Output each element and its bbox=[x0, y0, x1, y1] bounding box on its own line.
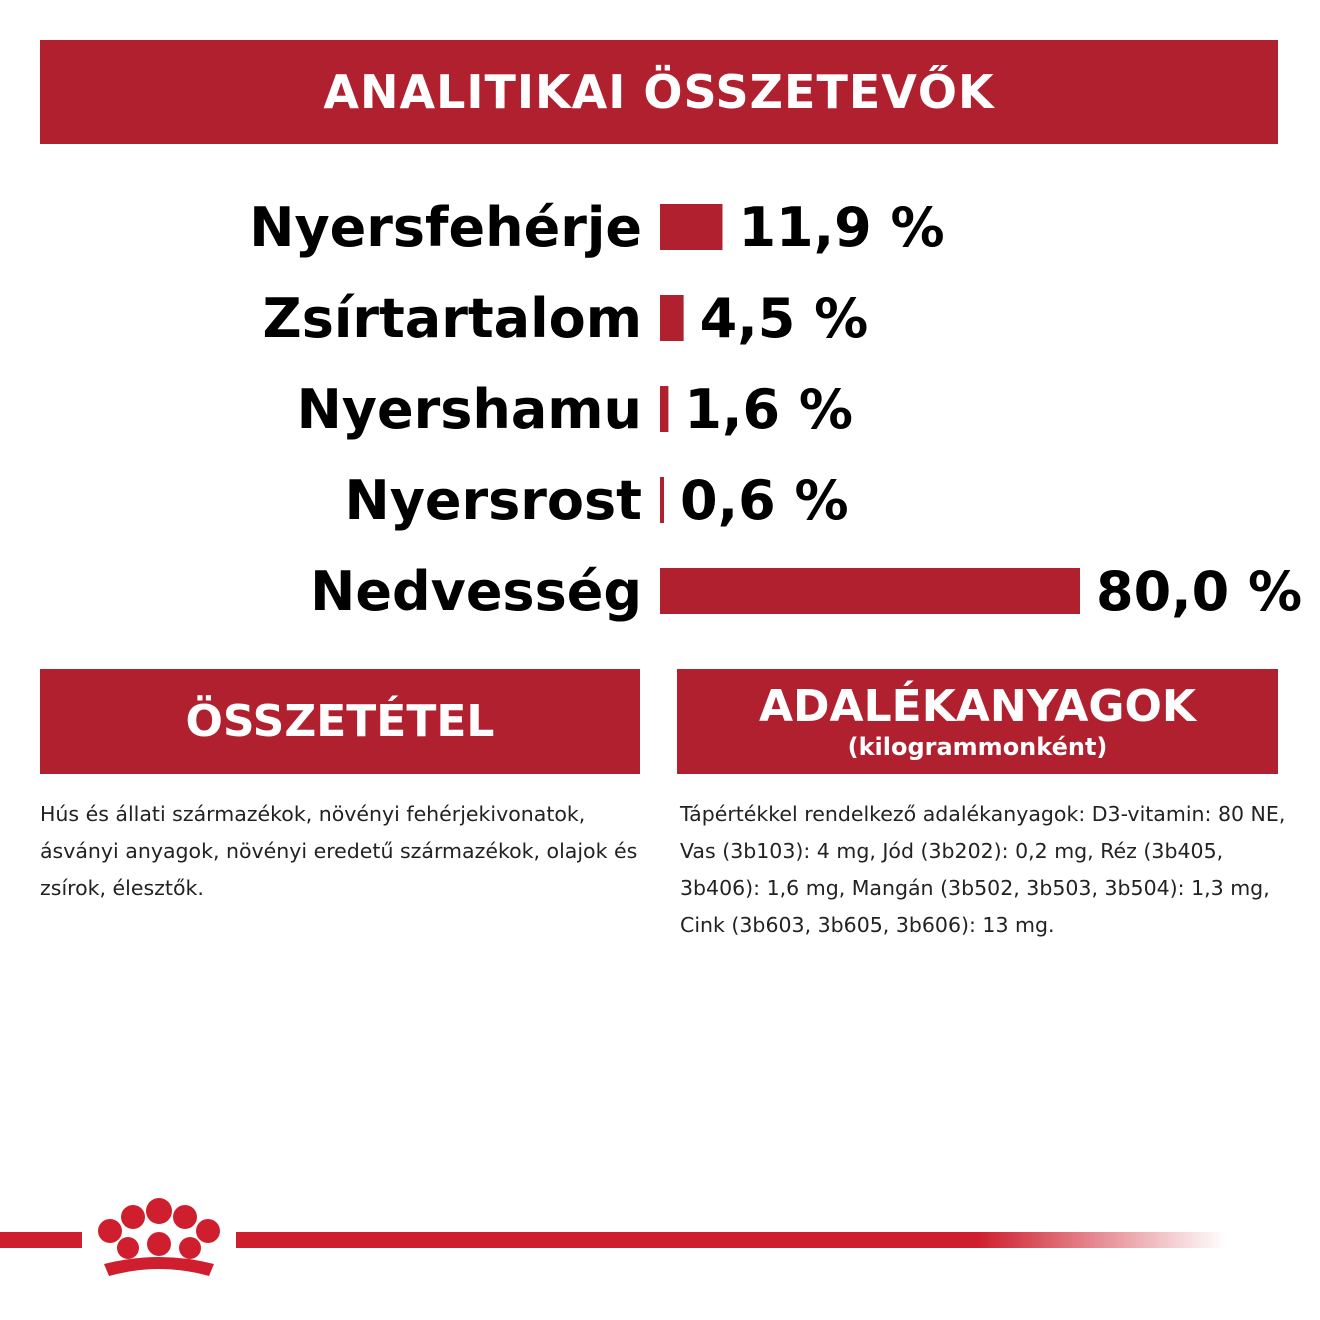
value-label: 4,5 % bbox=[700, 287, 869, 350]
footer-line-right bbox=[236, 1232, 1226, 1248]
footer-divider bbox=[0, 1198, 1226, 1276]
analytical-title: ANALITIKAI ÖSSZETEVŐK bbox=[323, 65, 995, 119]
analytical-header: ANALITIKAI ÖSSZETEVŐK bbox=[40, 40, 1278, 144]
composition-text: Hús és állati származékok, növényi fehér… bbox=[40, 802, 638, 900]
composition-header: ÖSSZETÉTEL bbox=[40, 669, 640, 774]
value-label: 80,0 % bbox=[1096, 560, 1302, 623]
value-label: 0,6 % bbox=[680, 469, 849, 532]
bar bbox=[660, 295, 684, 341]
bar bbox=[660, 386, 669, 432]
category-label: Nedvesség bbox=[310, 560, 642, 623]
composition-title: ÖSSZETÉTEL bbox=[185, 696, 495, 747]
category-label: Nyershamu bbox=[297, 378, 642, 441]
bar bbox=[660, 477, 664, 523]
category-label: Nyersrost bbox=[345, 469, 642, 532]
footer-line-left bbox=[0, 1232, 82, 1248]
crown-icon bbox=[98, 1198, 220, 1276]
value-label: 1,6 % bbox=[684, 378, 853, 441]
additives-text: Tápértékkel rendelkező adalékanyagok: D3… bbox=[680, 802, 1286, 937]
additives-subtitle: (kilogrammonként) bbox=[847, 732, 1108, 761]
nutrient-bar-chart: Nyersfehérje 11,9 % Zsírtartalom 4,5 % Nyers… bbox=[249, 196, 1302, 623]
value-label: 11,9 % bbox=[738, 196, 944, 259]
bar bbox=[660, 204, 723, 250]
bar bbox=[660, 568, 1080, 614]
additives-header: ADALÉKANYAGOK (kilogrammonként) bbox=[677, 669, 1278, 774]
category-label: Zsírtartalom bbox=[263, 287, 642, 350]
category-label: Nyersfehérje bbox=[249, 196, 642, 259]
additives-title: ADALÉKANYAGOK bbox=[758, 680, 1196, 732]
